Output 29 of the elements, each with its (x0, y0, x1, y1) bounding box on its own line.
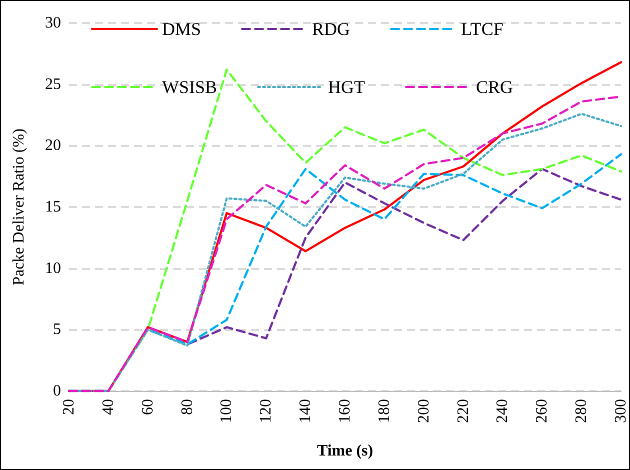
x-tick-label: 200 (415, 399, 432, 423)
x-tick-label: 60 (139, 399, 156, 415)
x-tick-label: 140 (297, 399, 314, 423)
x-tick-label: 280 (573, 399, 590, 423)
y-tick-label: 30 (45, 14, 61, 32)
x-tick-label: 120 (258, 399, 275, 423)
y-tick-label: 10 (45, 260, 61, 277)
legend-label: DMS (162, 19, 202, 39)
x-tick-label: 80 (178, 399, 196, 415)
legend-label: CRG (476, 77, 514, 97)
x-tick-label: 100 (218, 399, 236, 423)
y-tick-label: 15 (45, 198, 61, 216)
x-tick-label: 160 (336, 399, 354, 423)
x-tick-label: 220 (454, 399, 472, 423)
y-tick-label: 25 (45, 76, 61, 93)
legend-label: WSISB (162, 77, 218, 97)
x-axis-title: Time (s) (316, 442, 374, 460)
x-tick-label: 40 (100, 399, 117, 415)
y-axis-title: Packe Deliver Ratio (%) (10, 128, 28, 286)
legend-label: LTCF (461, 19, 504, 39)
y-tick-label: 20 (45, 137, 61, 154)
x-tick-label: 240 (494, 399, 512, 423)
x-tick-label: 260 (534, 399, 551, 423)
y-tick-label: 5 (53, 321, 61, 338)
legend-label: HGT (328, 77, 366, 97)
legend-label: RDG (312, 19, 350, 39)
y-tick-label: 0 (53, 382, 61, 400)
x-tick-label: 300 (612, 399, 630, 423)
x-tick-label: 180 (376, 399, 393, 423)
